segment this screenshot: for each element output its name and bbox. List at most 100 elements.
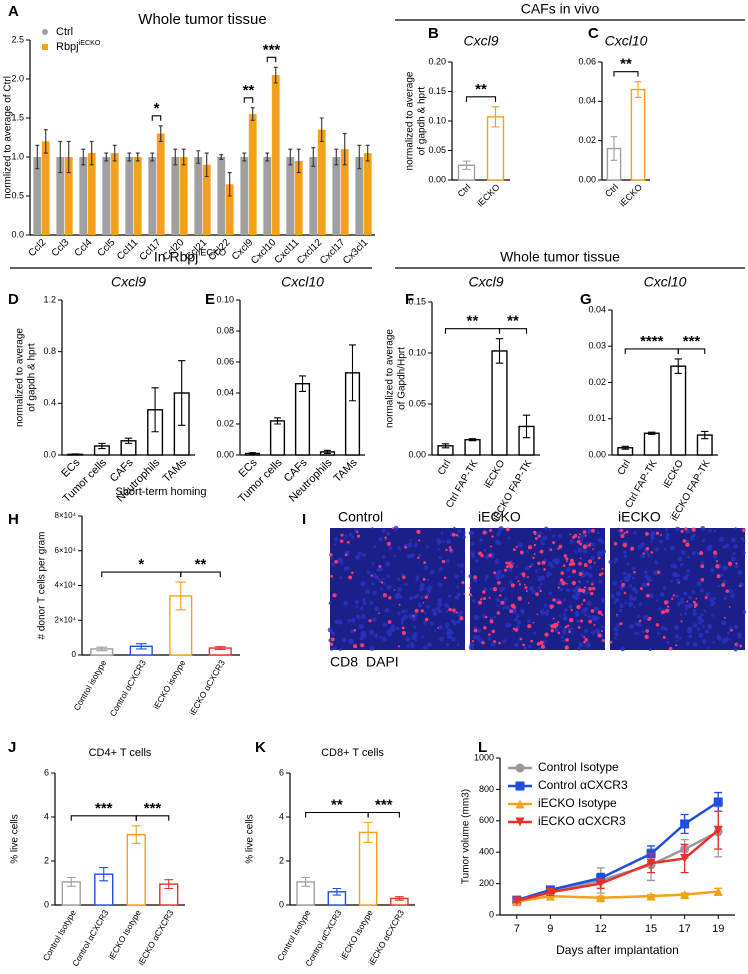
nucleus <box>484 574 489 579</box>
tile-label: iECKO <box>618 509 661 525</box>
bar <box>171 157 180 235</box>
nucleus <box>419 586 425 592</box>
cd8-cell <box>505 527 510 532</box>
nucleus <box>358 623 364 630</box>
point <box>596 873 606 883</box>
nucleus <box>563 632 566 635</box>
cd8-cell <box>437 627 440 629</box>
cd8-cell <box>630 546 635 551</box>
cd8-cell <box>694 603 698 607</box>
cd8-cell <box>571 562 576 566</box>
y-tick-label: 0.02 <box>578 135 596 145</box>
y-tick-label: 400 <box>479 847 494 857</box>
cd8-cell <box>527 602 530 604</box>
y-tick-label: 4 <box>279 811 284 821</box>
y-tick-label: 0.8 <box>43 346 56 356</box>
legend-label-sup: iECKO <box>79 39 101 47</box>
cd8-cell <box>416 529 421 534</box>
x-tick-label: Ctrl <box>456 182 473 199</box>
nucleus <box>730 593 736 599</box>
nucleus <box>724 543 730 548</box>
cd8-cell <box>680 529 684 533</box>
nucleus <box>387 632 392 637</box>
nucleus <box>585 642 592 648</box>
nucleus <box>539 609 545 615</box>
cd8-cell <box>528 545 533 550</box>
legend-marker <box>515 763 525 773</box>
x-tick-label: iECKO <box>661 458 686 490</box>
cd8-cell <box>700 577 705 582</box>
x-axis-label: Days after implantation <box>556 943 679 957</box>
nucleus <box>578 642 584 648</box>
nucleus <box>445 610 449 613</box>
bar <box>179 157 188 235</box>
cd8-cell <box>422 601 425 604</box>
nucleus <box>438 555 443 560</box>
error-bar <box>334 148 339 166</box>
cd8-cell <box>601 613 604 616</box>
nucleus <box>616 623 621 627</box>
nucleus <box>407 542 413 548</box>
nucleus <box>330 556 333 560</box>
cd8-cell <box>588 619 592 624</box>
cd8-cell <box>739 644 743 648</box>
nucleus <box>706 646 710 650</box>
nucleus <box>544 526 549 531</box>
cd8-cell <box>597 556 601 560</box>
cd8-cell <box>713 550 718 555</box>
nucleus <box>734 564 739 569</box>
y-tick-label: 0.04 <box>588 304 606 314</box>
cd8-cell <box>496 611 501 615</box>
nucleus <box>679 613 683 616</box>
error-bar <box>96 646 108 652</box>
nucleus <box>479 537 484 542</box>
nucleus <box>726 631 730 635</box>
cd8-cell <box>402 575 406 579</box>
cd8-cell <box>482 530 487 535</box>
cd8-cell <box>589 542 592 545</box>
cd8-cell <box>639 587 643 591</box>
nucleus <box>641 630 645 634</box>
nucleus <box>691 551 696 556</box>
chart-title: Cxcl9 <box>463 33 498 49</box>
nucleus <box>424 623 427 626</box>
nucleus <box>733 544 738 549</box>
cd8-cell <box>734 642 738 646</box>
nucleus <box>483 548 487 552</box>
cd8-cell <box>477 600 483 605</box>
y-tick-label: 0.10 <box>428 115 446 125</box>
nucleus <box>456 619 461 624</box>
nucleus <box>495 575 501 581</box>
nucleus <box>594 606 599 612</box>
cd8-cell <box>482 590 486 594</box>
error-bar <box>227 172 232 197</box>
point <box>646 891 656 901</box>
chart-title: Whole tumor tissue <box>138 11 266 28</box>
nucleus <box>662 586 667 591</box>
nucleus <box>583 592 587 595</box>
nucleus <box>628 602 634 607</box>
y-tick-label: 1.5 <box>11 112 24 122</box>
chart-title: Cxcl10 <box>605 33 648 49</box>
cd8-cell <box>568 617 574 623</box>
bar <box>79 157 88 235</box>
nucleus <box>683 591 687 595</box>
nucleus <box>730 556 736 562</box>
nucleus <box>597 531 600 535</box>
y-tick-label: 0.10 <box>216 294 234 304</box>
nucleus <box>333 543 337 546</box>
nucleus <box>496 604 500 608</box>
nucleus <box>632 596 637 601</box>
nucleus <box>540 541 545 546</box>
cd8-cell <box>668 646 673 651</box>
cd8-cell <box>329 642 334 646</box>
tile-label: iECKO <box>478 509 521 525</box>
error-bar <box>342 133 347 166</box>
nucleus <box>620 646 626 652</box>
cd8-cell <box>583 586 586 589</box>
nucleus <box>680 549 686 556</box>
bar <box>56 157 65 235</box>
nucleus <box>347 619 351 623</box>
nucleus <box>400 617 405 622</box>
cd8-cell <box>660 534 663 536</box>
